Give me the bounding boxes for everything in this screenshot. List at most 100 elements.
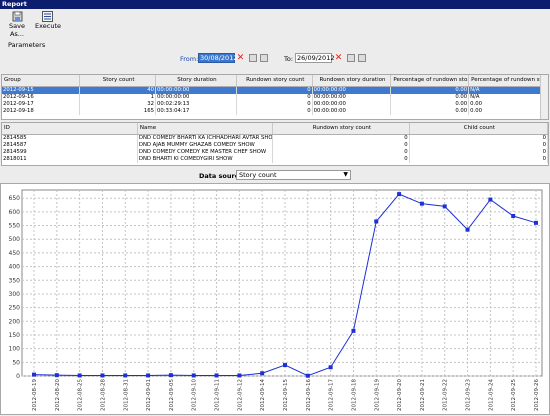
save-as-label: Save As... <box>9 22 25 38</box>
data-point <box>488 197 493 202</box>
table-row[interactable]: 2012-09-17 32 00:02:29:13 0 00:00:00:00 0.00 0… <box>2 100 548 108</box>
y-tick-label: 350 <box>9 277 21 284</box>
data-source-value: Story count <box>239 171 277 179</box>
grid1-column-header[interactable]: Rundown story duration <box>312 75 392 87</box>
from-calendar-button[interactable] <box>249 54 257 62</box>
table-cell: 00:00:00:00 <box>312 93 392 101</box>
grid1-column-header[interactable]: Rundown story count <box>236 75 313 87</box>
x-tick-label: 2012-09-21 <box>420 379 426 411</box>
data-source-select[interactable]: Story count ▼ <box>236 170 351 180</box>
table-cell: 0.00 <box>468 107 548 115</box>
table-cell: 2012-09-17 <box>2 100 81 108</box>
x-tick-label: 2012-09-14 <box>260 379 266 411</box>
x-tick-label: 2012-09-15 <box>283 379 289 411</box>
table-cell: 0 <box>409 148 549 156</box>
from-nav-button[interactable] <box>260 54 268 62</box>
clear-from-icon[interactable]: ✕ <box>236 53 245 63</box>
data-point <box>511 213 516 218</box>
data-point <box>77 373 82 378</box>
table-row[interactable]: 2012-09-16 1 00:00:00:00 0 00:00:00:00 0.00 N/… <box>2 93 548 101</box>
table-cell: 00:00:00:00 <box>155 86 237 94</box>
table-row[interactable]: 2818011 DND BHARTI KI COMEDYGIRI SHOW 0 0 <box>2 155 549 163</box>
table-cell: 00:00:00:00 <box>312 86 392 94</box>
data-point <box>374 219 379 224</box>
table-cell: 1 <box>79 93 157 101</box>
table-row[interactable]: 2012-09-18 165 00:33:04:17 0 00:00:00:00 0.00… <box>2 107 548 115</box>
table-cell: 0 <box>236 107 313 115</box>
x-tick-label: 2012-08-20 <box>55 379 61 411</box>
data-point <box>237 373 242 378</box>
table-cell: 2012-09-16 <box>2 93 81 101</box>
table-cell: 0.00 <box>468 100 548 108</box>
table-cell: 0.00 <box>390 100 470 108</box>
toolbar: Save As... Execute <box>0 9 550 38</box>
execute-button[interactable]: Execute <box>35 11 61 30</box>
table-row[interactable]: 2814599 DND COMEDY COMEDY KE MASTER CHEF … <box>2 148 549 156</box>
data-point <box>534 220 538 225</box>
x-tick-label: 2012-09-18 <box>351 379 357 411</box>
x-tick-label: 2012-09-24 <box>488 379 494 411</box>
data-point <box>442 204 447 209</box>
data-point <box>465 227 470 232</box>
data-point <box>168 373 173 378</box>
grid1-column-header[interactable]: Story duration <box>155 75 237 87</box>
table-row[interactable]: 2814585 DND COMEDY BHARTI KA ICHHADHARI A… <box>2 134 549 142</box>
save-as-button[interactable]: Save As... <box>3 11 31 38</box>
plot-area <box>21 189 543 377</box>
grid1-column-header[interactable]: Story count <box>79 75 157 87</box>
data-point <box>123 373 128 378</box>
to-nav-button[interactable] <box>358 54 366 62</box>
table-cell: 00:00:00:00 <box>155 93 237 101</box>
table-cell: DND COMEDY BHARTI KA ICHHADHARI AVTAR SH… <box>137 134 274 142</box>
grid2-column-header[interactable]: Rundown story count <box>272 123 410 135</box>
x-tick-label: 2012-08-19 <box>32 379 38 411</box>
x-tick-label: 2012-09-16 <box>306 379 312 411</box>
table-cell: 0.00 <box>390 107 470 115</box>
y-tick-label: 600 <box>9 209 21 216</box>
table-row[interactable]: 2012-09-15 40 00:00:00:00 0 00:00:00:00 0.00 N… <box>2 86 548 94</box>
from-date-input[interactable]: 30/08/2012 <box>198 53 238 63</box>
table-cell: 00:00:00:00 <box>312 100 392 108</box>
grid2-column-header[interactable]: ID <box>2 123 138 135</box>
y-tick-label: 50 <box>12 359 20 366</box>
grid2-column-header[interactable]: Name <box>137 123 274 135</box>
grid1-column-header[interactable]: Percentage of rundown stor... <box>468 75 548 87</box>
table-cell: 2814585 <box>2 134 138 142</box>
table-cell: 0 <box>272 141 410 149</box>
data-point <box>54 373 59 378</box>
table-cell: 0 <box>272 148 410 156</box>
y-tick-label: 550 <box>9 223 21 230</box>
data-point <box>32 372 36 377</box>
window-title: Report <box>0 0 550 9</box>
grid1-column-header[interactable]: Group <box>2 75 81 87</box>
table-cell: N/A <box>468 86 548 94</box>
data-point <box>214 373 219 378</box>
table-cell: 32 <box>79 100 157 108</box>
x-tick-label: 2012-09-01 <box>146 379 152 411</box>
table-cell: 00:02:29:13 <box>155 100 237 108</box>
y-tick-label: 250 <box>9 305 21 312</box>
table-cell: 2814599 <box>2 148 138 156</box>
to-calendar-button[interactable] <box>347 54 355 62</box>
chevron-down-icon: ▼ <box>343 171 348 178</box>
clear-to-icon[interactable]: ✕ <box>334 53 343 63</box>
x-tick-label: 2012-09-12 <box>237 379 243 411</box>
x-tick-label: 2012-09-05 <box>169 379 175 411</box>
table-row[interactable]: 2814587 DND AJAB MUMMY GHAZAB COMEDY SHOW… <box>2 141 549 149</box>
grid2-column-header[interactable]: Child count <box>409 123 549 135</box>
to-date-input[interactable]: 26/09/2012 <box>295 53 335 63</box>
table-cell: 0 <box>409 141 549 149</box>
x-tick-label: 2012-09-26 <box>534 379 540 411</box>
table-cell: 0.00 <box>390 86 470 94</box>
execute-label: Execute <box>35 22 61 30</box>
table-cell: 2012-09-18 <box>2 107 81 115</box>
grid1-column-header[interactable]: Percentage of rundown sto... <box>390 75 470 87</box>
table-cell: 2814587 <box>2 141 138 149</box>
table-cell: 0 <box>272 134 410 142</box>
group-table-scrollbar[interactable] <box>540 75 548 119</box>
table-cell: 40 <box>79 86 157 94</box>
group-table: Group Story count Story duration Rundown st… <box>1 74 549 120</box>
x-tick-label: 2012-09-17 <box>329 379 335 411</box>
x-tick-label: 2012-09-23 <box>466 379 472 411</box>
